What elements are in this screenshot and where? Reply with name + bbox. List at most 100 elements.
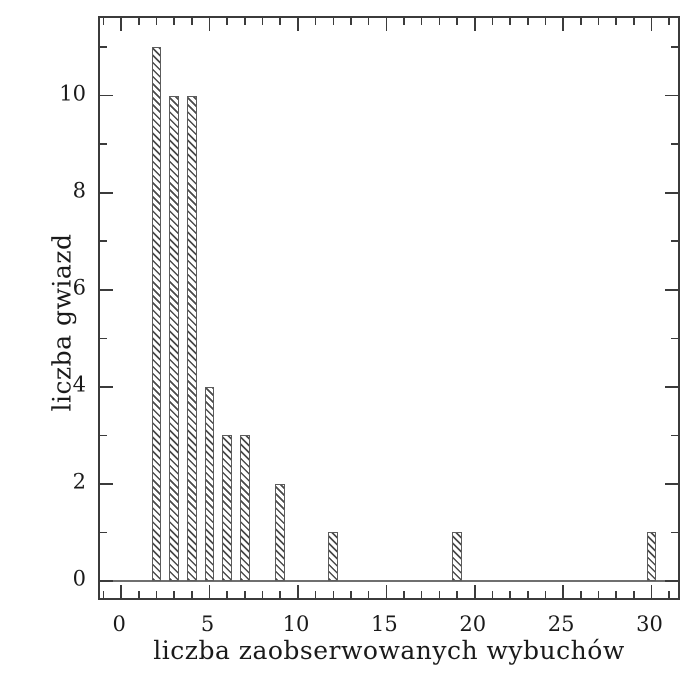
x-axis-top-minor-tick bbox=[579, 18, 582, 25]
x-axis-major-tick bbox=[562, 585, 564, 598]
x-axis-top-minor-tick bbox=[102, 18, 105, 25]
x-axis-label: liczba zaobserwowanych wybuchów bbox=[153, 636, 625, 665]
y-axis-right-major-tick bbox=[665, 288, 678, 291]
x-axis-minor-tick bbox=[261, 591, 264, 598]
x-axis-minor-tick bbox=[668, 591, 670, 598]
y-tick-label: 6 bbox=[72, 275, 86, 300]
histogram-bar bbox=[275, 483, 286, 581]
x-axis-top-minor-tick bbox=[526, 18, 529, 25]
x-axis-top-minor-tick bbox=[279, 18, 282, 25]
y-tick-label: 0 bbox=[72, 566, 86, 591]
histogram-bar bbox=[452, 532, 462, 581]
x-axis-minor-tick bbox=[509, 591, 511, 598]
histogram-bar bbox=[222, 435, 233, 581]
y-axis-minor-tick bbox=[100, 240, 107, 243]
y-axis-right-minor-tick bbox=[671, 240, 678, 243]
x-axis-major-tick bbox=[208, 585, 211, 598]
x-axis-top-minor-tick bbox=[633, 18, 635, 25]
x-axis-minor-tick bbox=[526, 591, 529, 598]
y-axis-major-tick bbox=[100, 386, 113, 388]
x-axis-major-tick bbox=[385, 585, 388, 598]
x-tick-label: 5 bbox=[200, 612, 215, 636]
x-axis-minor-tick bbox=[438, 591, 441, 598]
y-axis-right-minor-tick bbox=[671, 337, 678, 340]
x-axis-minor-tick bbox=[350, 591, 352, 598]
x-axis-minor-tick bbox=[615, 591, 617, 598]
y-tick-label: 4 bbox=[72, 372, 86, 397]
x-axis-top-major-tick bbox=[473, 18, 476, 31]
x-axis-top-minor-tick bbox=[261, 18, 264, 25]
x-axis-minor-tick bbox=[138, 591, 140, 598]
x-axis-top-minor-tick bbox=[438, 18, 441, 25]
y-axis-right-major-tick bbox=[665, 191, 678, 194]
y-axis-major-tick bbox=[100, 191, 113, 194]
plot-frame bbox=[98, 16, 680, 600]
y-tick-label: 2 bbox=[72, 469, 86, 494]
x-axis-major-tick bbox=[120, 585, 122, 598]
x-axis-minor-tick bbox=[544, 591, 547, 598]
x-axis-top-minor-tick bbox=[615, 18, 617, 25]
x-axis-top-minor-tick bbox=[491, 18, 494, 25]
y-axis-major-tick bbox=[100, 483, 113, 485]
x-axis-top-minor-tick bbox=[332, 18, 335, 25]
y-axis-minor-tick bbox=[100, 531, 107, 534]
y-axis-right-minor-tick bbox=[671, 143, 678, 145]
y-axis-major-tick bbox=[100, 288, 113, 291]
plot-area bbox=[100, 18, 678, 598]
x-tick-label: 10 bbox=[282, 612, 310, 636]
x-axis-top-minor-tick bbox=[226, 18, 229, 25]
x-axis-top-major-tick bbox=[297, 18, 299, 31]
histogram-bar bbox=[204, 386, 215, 581]
x-axis-minor-tick bbox=[403, 591, 405, 598]
x-axis-major-tick bbox=[650, 585, 653, 598]
y-axis-major-tick bbox=[100, 94, 113, 97]
x-axis-minor-tick bbox=[191, 591, 193, 598]
x-axis-minor-tick bbox=[456, 591, 458, 598]
histogram-bar bbox=[151, 47, 162, 581]
x-axis-top-minor-tick bbox=[544, 18, 547, 25]
x-axis-top-minor-tick bbox=[668, 18, 670, 25]
x-axis-top-minor-tick bbox=[509, 18, 511, 25]
x-axis-minor-tick bbox=[367, 591, 370, 598]
x-axis-minor-tick bbox=[579, 591, 582, 598]
x-axis-top-minor-tick bbox=[173, 18, 176, 25]
y-tick-label: 10 bbox=[59, 81, 86, 106]
x-axis-minor-tick bbox=[491, 591, 494, 598]
y-axis-major-tick bbox=[100, 580, 113, 582]
x-axis-minor-tick bbox=[102, 591, 105, 598]
x-axis-top-minor-tick bbox=[138, 18, 140, 25]
y-axis-right-minor-tick bbox=[671, 531, 678, 534]
x-axis-top-minor-tick bbox=[403, 18, 405, 25]
histogram-bar bbox=[646, 532, 657, 581]
x-tick-label: 30 bbox=[636, 612, 663, 636]
x-tick-label: 15 bbox=[370, 612, 398, 636]
x-axis-top-major-tick bbox=[208, 18, 211, 31]
x-axis-top-major-tick bbox=[120, 18, 122, 31]
x-axis-top-minor-tick bbox=[456, 18, 458, 25]
x-axis-minor-tick bbox=[597, 591, 600, 598]
zero-baseline bbox=[100, 580, 678, 582]
y-axis-right-minor-tick bbox=[671, 46, 678, 48]
x-axis-top-minor-tick bbox=[420, 18, 423, 25]
x-axis-top-major-tick bbox=[562, 18, 564, 31]
y-axis-right-major-tick bbox=[665, 483, 678, 485]
y-axis-minor-tick bbox=[100, 434, 107, 437]
x-axis-minor-tick bbox=[332, 591, 335, 598]
x-tick-label: 0 bbox=[112, 612, 126, 636]
x-axis-minor-tick bbox=[226, 591, 229, 598]
y-axis-minor-tick bbox=[100, 337, 107, 340]
x-axis-top-minor-tick bbox=[367, 18, 370, 25]
histogram-bar bbox=[169, 95, 180, 581]
x-axis-major-tick bbox=[473, 585, 476, 598]
histogram-bar bbox=[187, 95, 197, 581]
y-tick-label: 8 bbox=[72, 178, 86, 203]
x-axis-minor-tick bbox=[279, 591, 282, 598]
y-axis-right-major-tick bbox=[665, 580, 678, 582]
x-axis-top-minor-tick bbox=[244, 18, 246, 25]
x-axis-top-minor-tick bbox=[191, 18, 193, 25]
y-axis-right-major-tick bbox=[665, 386, 678, 388]
histogram-bar bbox=[240, 435, 250, 581]
y-axis-right-major-tick bbox=[665, 94, 678, 97]
x-axis-top-minor-tick bbox=[350, 18, 352, 25]
